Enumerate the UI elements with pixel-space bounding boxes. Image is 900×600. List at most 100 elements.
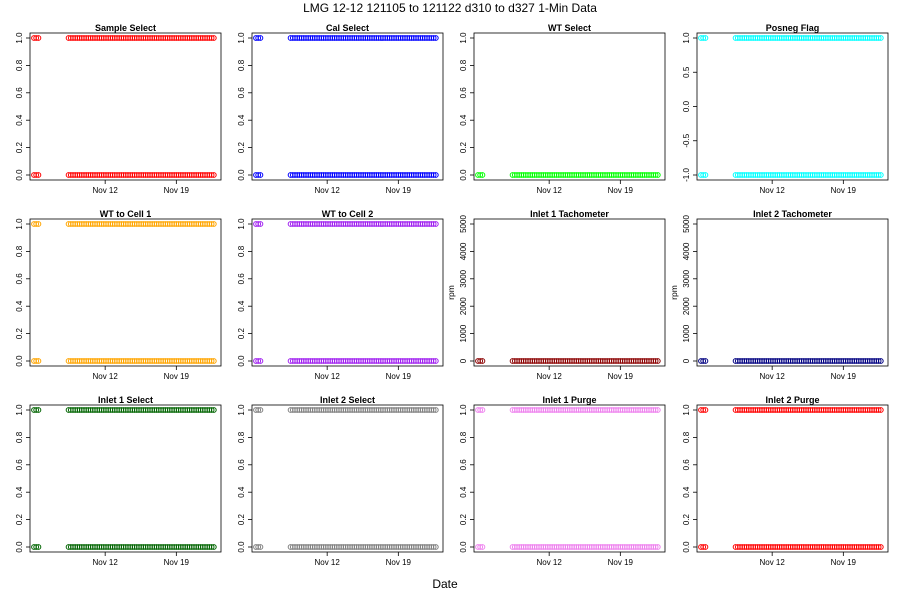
data-point [477,407,484,413]
data-point [35,221,42,227]
panel-title: Sample Select [95,23,156,33]
y-tick-label: 0.6 [15,273,24,285]
panel-frame [696,404,889,553]
y-tick-label: 0.8 [15,245,24,257]
data-series-3 [732,35,884,41]
y-tick-label: 0.4 [237,486,246,498]
panel-4: Posneg Flag -1.0 -0.5 0.0 0.5 1.0 Nov 12 Nov 19 [682,23,889,195]
panel-title: Cal Select [326,23,369,33]
panel-12: Inlet 2 Purge 0.0 0.2 0.4 0.6 0.8 1.0 Nov 12 Nov… [682,395,889,567]
data-point [654,544,661,550]
data-point [430,35,437,41]
y-tick-label: 2000 [459,297,468,315]
y-tick-label: 2000 [682,297,691,315]
data-series-4 [287,172,439,178]
y-tick-label: 0 [459,358,468,363]
panel-frame [696,32,889,181]
data-series-2 [31,544,42,550]
y-tick-label: 0.2 [237,327,246,339]
data-series-3 [65,407,217,413]
x-tick-label: Nov 12 [314,186,340,195]
data-point [477,172,484,178]
data-series-4 [65,544,217,550]
y-tick-label: 0.8 [459,431,468,443]
data-series-4 [287,544,439,550]
data-point [430,407,437,413]
data-point [208,35,215,41]
data-point [479,544,486,550]
x-tick-label: Nov 19 [164,372,190,381]
data-series-1 [698,407,709,413]
data-point [700,407,707,413]
data-series-2 [31,358,42,364]
y-tick-label: 0.0 [459,169,468,181]
panel-title: WT to Cell 2 [322,209,374,219]
x-tick-label: Nov 19 [386,186,412,195]
y-tick-label: 0.4 [15,114,24,126]
y-tick-label: 1.0 [237,218,246,230]
y-tick-label: 1.0 [15,32,24,44]
data-point [877,358,884,364]
panel-frame [29,218,222,367]
data-series-4 [509,544,661,550]
data-point [210,358,217,364]
y-tick-label: 0.2 [459,141,468,153]
panel-6: WT to Cell 2 0.0 0.2 0.4 0.6 0.8 1.0 Nov 12 Nov … [237,209,444,381]
data-point [255,35,262,41]
y-tick-label: 0.6 [237,87,246,99]
y-tick-label: 0.8 [682,431,691,443]
y-tick-label: 1.0 [682,32,691,44]
panel-title: WT Select [548,23,591,33]
panel-frame [29,32,222,181]
data-series-3 [509,407,661,413]
data-point [257,35,264,41]
data-series-1 [475,358,486,364]
panel-title: Inlet 1 Tachometer [530,209,609,219]
data-point [257,358,264,364]
x-tick-label: Nov 12 [92,372,118,381]
y-tick-label: 0.4 [237,300,246,312]
y-tick-label: 0.6 [237,459,246,471]
y-tick-label: 4000 [682,242,691,260]
data-point [702,407,709,413]
data-point [430,544,437,550]
data-series-4 [732,172,884,178]
data-point [700,358,707,364]
data-point [33,172,40,178]
y-tick-label: 0.6 [237,273,246,285]
panel-frame [251,218,444,367]
data-series-3 [287,221,439,227]
y-tick-label: 0.2 [237,141,246,153]
x-tick-label: Nov 12 [92,186,118,195]
data-point [875,35,882,41]
data-series-2 [698,544,709,550]
data-point [255,407,262,413]
data-point [652,172,659,178]
data-series-4 [65,358,217,364]
data-point [208,172,215,178]
panel-10: Inlet 2 Select 0.0 0.2 0.4 0.6 0.8 1.0 Nov 12 No… [237,395,444,567]
y-tick-label: 0.6 [682,459,691,471]
panels-group: Sample Select 0.0 0.2 0.4 0.6 0.8 1.0 Nov 12 Nov… [15,23,889,567]
y-tick-label: 0.0 [459,541,468,553]
y-tick-label: 0.8 [459,59,468,71]
x-tick-label: Nov 19 [164,186,190,195]
y-tick-label: 1000 [459,324,468,342]
x-tick-label: Nov 19 [608,186,634,195]
x-tick-label: Nov 12 [314,372,340,381]
y-tick-label: 0.6 [15,87,24,99]
y-tick-label: 1.0 [237,404,246,416]
data-series-1 [698,35,709,41]
data-point [255,221,262,227]
data-series-1 [253,35,264,41]
data-point [35,35,42,41]
x-tick-label: Nov 12 [92,558,118,567]
y-tick-label: 1.0 [15,404,24,416]
x-tick-label: Nov 12 [536,372,562,381]
data-series-1 [253,407,264,413]
panel-title: Inlet 2 Purge [765,395,819,405]
data-point [477,544,484,550]
data-point [208,407,215,413]
y-tick-label: 0.4 [459,114,468,126]
